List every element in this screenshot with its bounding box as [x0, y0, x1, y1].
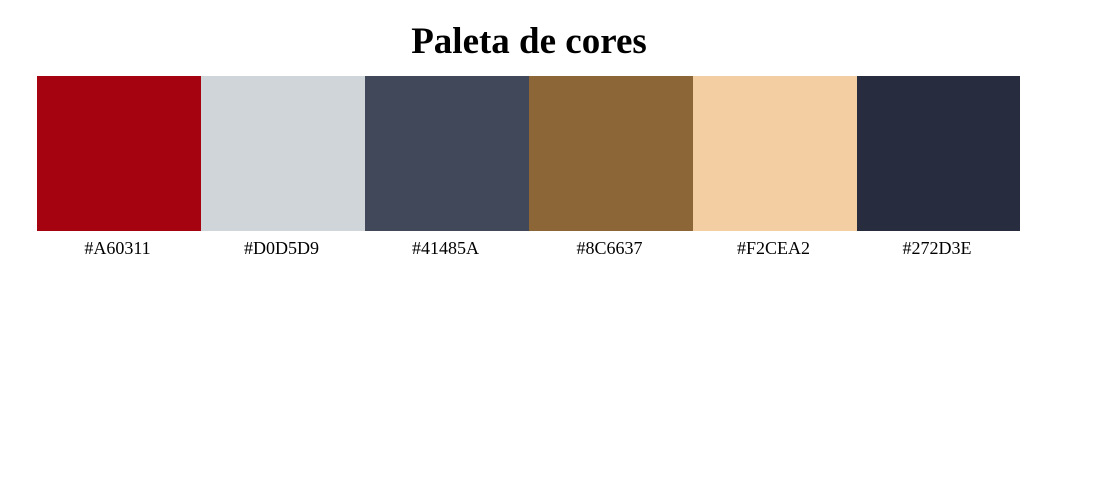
palette-item: #D0D5D9 — [201, 76, 365, 258]
color-swatch — [693, 76, 857, 231]
color-hex-label: #8C6637 — [576, 238, 643, 258]
color-hex-label: #41485A — [412, 238, 479, 258]
color-swatch — [365, 76, 529, 231]
palette-item: #8C6637 — [529, 76, 693, 258]
color-hex-label: #D0D5D9 — [244, 238, 319, 258]
color-swatch — [529, 76, 693, 231]
palette-item: #41485A — [365, 76, 529, 258]
color-hex-label: #F2CEA2 — [736, 238, 810, 258]
color-palette: #A60311 #D0D5D9 #41485A #8C6637 #F2CEA2 … — [37, 76, 1020, 258]
color-swatch — [857, 76, 1020, 231]
palette-item: #A60311 — [37, 76, 201, 258]
palette-item: #F2CEA2 — [693, 76, 857, 258]
color-hex-label: #272D3E — [902, 238, 972, 258]
page-title: Paleta de cores — [411, 21, 647, 62]
color-hex-label: #A60311 — [84, 238, 151, 258]
palette-item: #272D3E — [857, 76, 1020, 258]
color-swatch — [37, 76, 201, 231]
color-swatch — [201, 76, 365, 231]
